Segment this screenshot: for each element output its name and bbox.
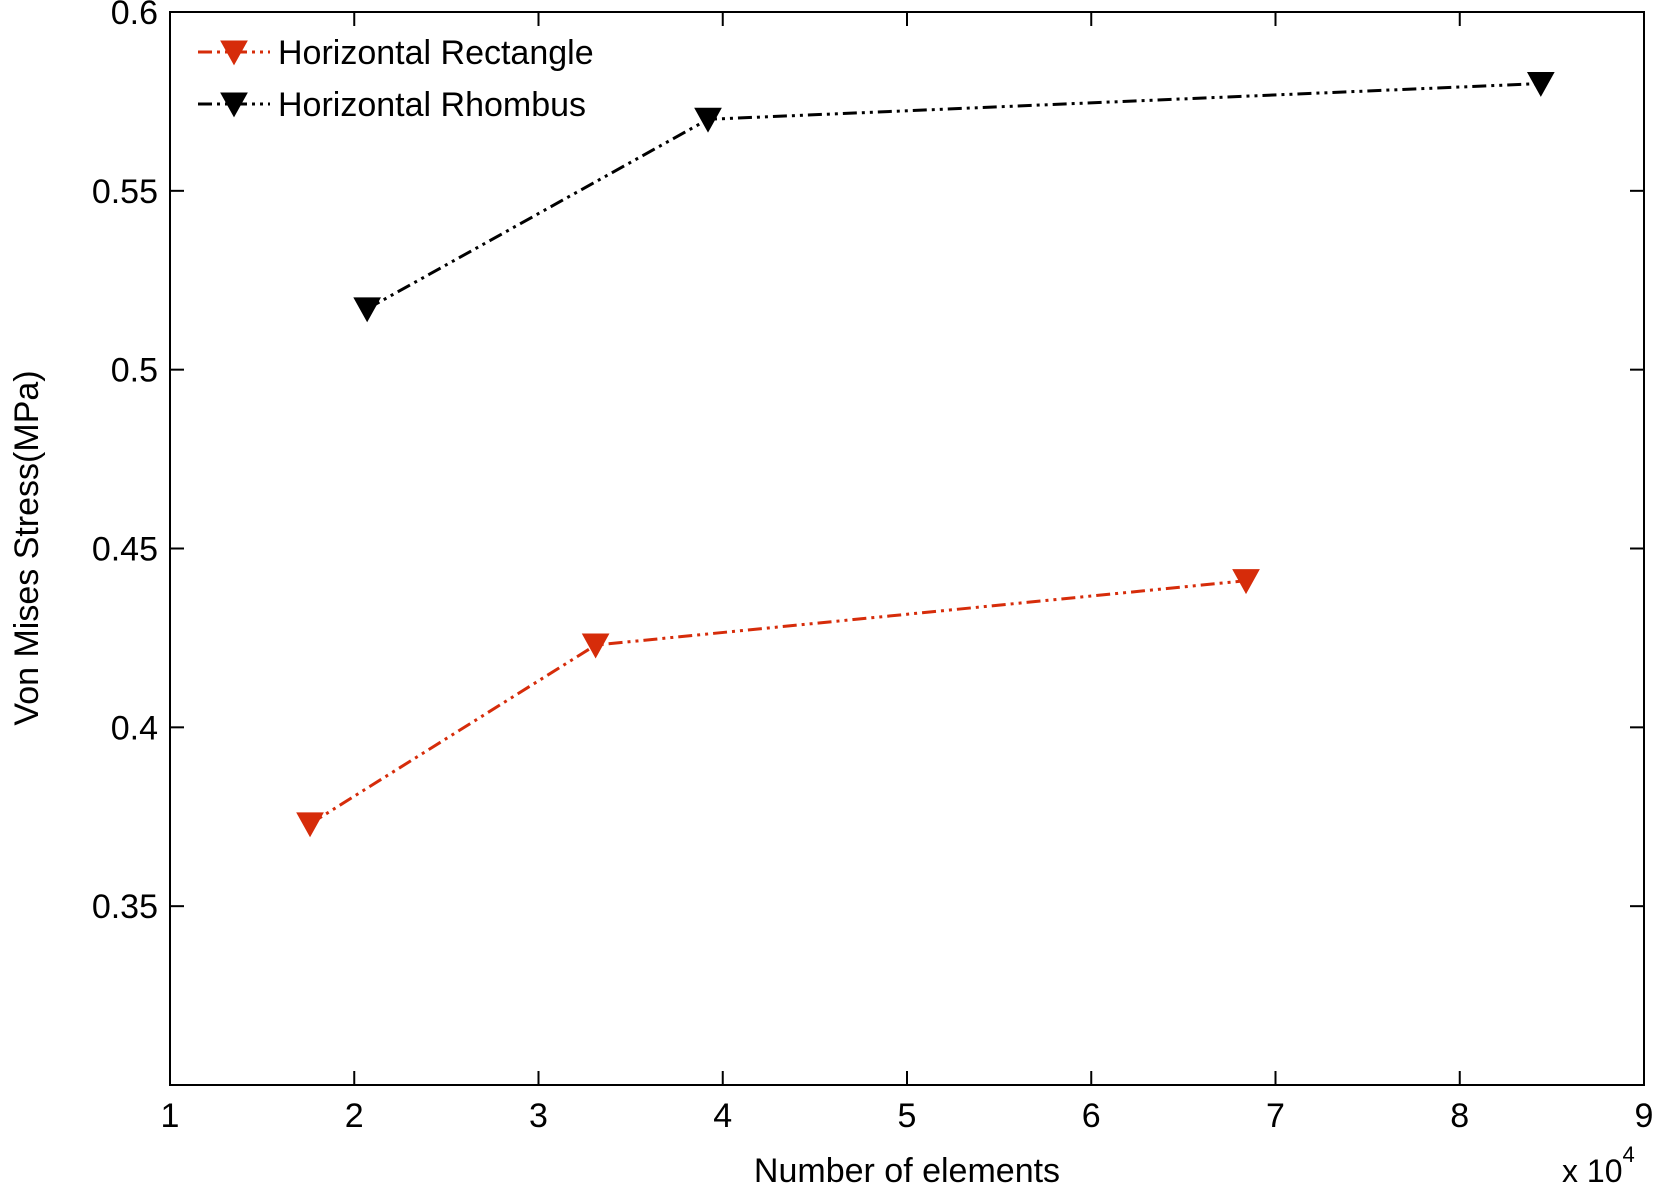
y-tick-label: 0.5 — [111, 352, 158, 390]
data-point — [353, 297, 381, 323]
y-tick-label: 0.35 — [92, 888, 158, 926]
legend: Horizontal Rectangle Horizontal Rhombus — [198, 34, 594, 124]
legend-label: Horizontal Rectangle — [278, 34, 594, 72]
x-multiplier-base: x 10 — [1562, 1153, 1622, 1189]
x-tick-label: 9 — [1635, 1097, 1654, 1135]
plot-frame — [169, 11, 1645, 1086]
legend-entry-1: Horizontal Rectangle — [198, 34, 594, 72]
x-tick-label: 4 — [713, 1097, 732, 1135]
x-tick-label: 7 — [1266, 1097, 1285, 1135]
legend-marker — [220, 92, 248, 118]
legend-entry-2: Horizontal Rhombus — [198, 86, 586, 124]
x-multiplier: x 104 — [1562, 1142, 1635, 1189]
series-1 — [296, 569, 1260, 838]
y-tick-label: 0.45 — [92, 531, 158, 569]
legend-marker — [220, 40, 248, 66]
x-tick-label: 8 — [1450, 1097, 1469, 1135]
data-point — [1526, 71, 1555, 97]
x-tick-label: 2 — [345, 1097, 364, 1135]
x-tick-label: 5 — [898, 1097, 917, 1135]
x-tick-label: 6 — [1082, 1097, 1101, 1135]
data-point — [694, 107, 722, 133]
data-point — [296, 812, 324, 838]
legend-label: Horizontal Rhombus — [278, 86, 586, 124]
x-tick-label: 1 — [161, 1097, 180, 1135]
x-multiplier-exponent: 4 — [1622, 1142, 1634, 1167]
data-point — [581, 633, 610, 659]
data-point — [1232, 569, 1260, 595]
series-layer — [296, 71, 1555, 838]
y-tick-label: 0.55 — [92, 173, 158, 211]
y-tick-label: 0.6 — [111, 0, 158, 32]
x-axis-label: Number of elements — [754, 1152, 1060, 1190]
x-tick-label: 3 — [529, 1097, 548, 1135]
y-tick-label: 0.4 — [111, 709, 158, 747]
tick-labels: 1 2 3 4 5 6 7 8 9 0.35 0.4 0.45 0.5 0.55 0.6 — [92, 0, 1654, 1135]
plot-area — [170, 12, 1644, 1085]
y-axis-label: Von Mises Stress(MPa) — [8, 370, 46, 725]
series-2 — [353, 71, 1555, 323]
